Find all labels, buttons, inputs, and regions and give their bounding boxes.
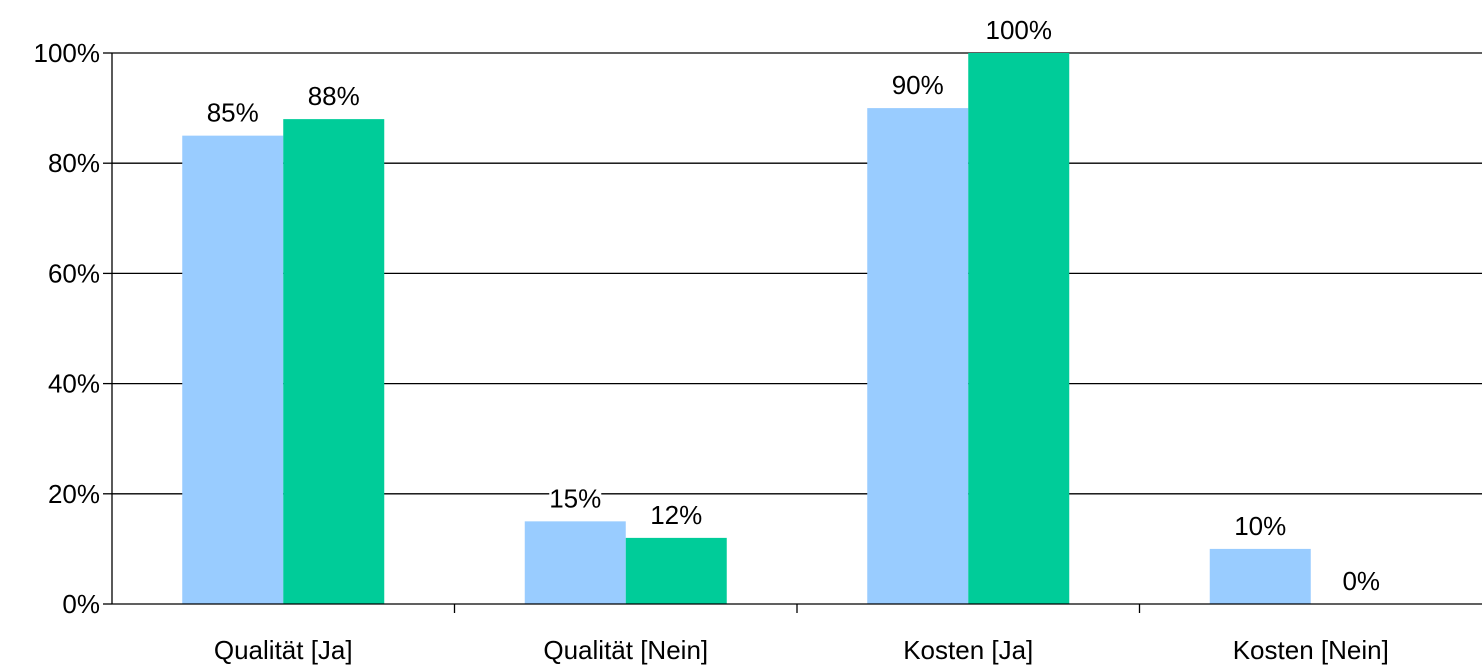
data-label: 90% <box>892 70 944 100</box>
data-label: 10% <box>1234 511 1286 541</box>
data-label-background <box>985 15 1052 47</box>
bar-series-2-1 <box>625 537 727 604</box>
bar-series-1-2 <box>867 108 969 604</box>
bars <box>182 53 1311 605</box>
y-tick-label: 20% <box>48 479 100 509</box>
labels: 85% 15% 90% 10% 88% 12% 100% 0% <box>207 15 1381 598</box>
data-label: 15% <box>549 483 601 513</box>
category-label: Kosten [Ja] <box>903 635 1033 665</box>
data-label: 100% <box>986 15 1053 45</box>
data-label-background <box>650 499 703 532</box>
y-tick-label: 80% <box>48 148 100 178</box>
data-label-background <box>549 483 602 516</box>
axes: 0% 20% 40% 60% 80% 100% Qualität [Ja] Qualität … <box>34 38 1482 665</box>
y-tick-label: 100% <box>34 38 101 68</box>
bar-series-2-0 <box>283 119 385 605</box>
data-label-background <box>1234 510 1287 543</box>
bar-series-1-3 <box>1209 548 1311 604</box>
data-label-background <box>206 97 259 130</box>
bar-series-1-1 <box>524 521 626 604</box>
data-label-background <box>1342 566 1381 598</box>
bar-series-2-2 <box>968 53 1070 604</box>
data-label: 12% <box>650 500 702 530</box>
data-label: 0% <box>1342 566 1380 596</box>
bar-series-1-0 <box>182 135 284 604</box>
y-tick-label: 0% <box>62 589 100 619</box>
data-label-background <box>891 70 944 103</box>
data-label-background <box>307 81 360 114</box>
data-label: 85% <box>207 98 259 128</box>
category-label: Qualität [Ja] <box>214 635 353 665</box>
y-tick-label: 60% <box>48 258 100 288</box>
category-label: Kosten [Nein] <box>1233 635 1389 665</box>
data-label: 88% <box>308 81 360 111</box>
category-label: Qualität [Nein] <box>543 635 708 665</box>
y-tick-label: 40% <box>48 369 100 399</box>
